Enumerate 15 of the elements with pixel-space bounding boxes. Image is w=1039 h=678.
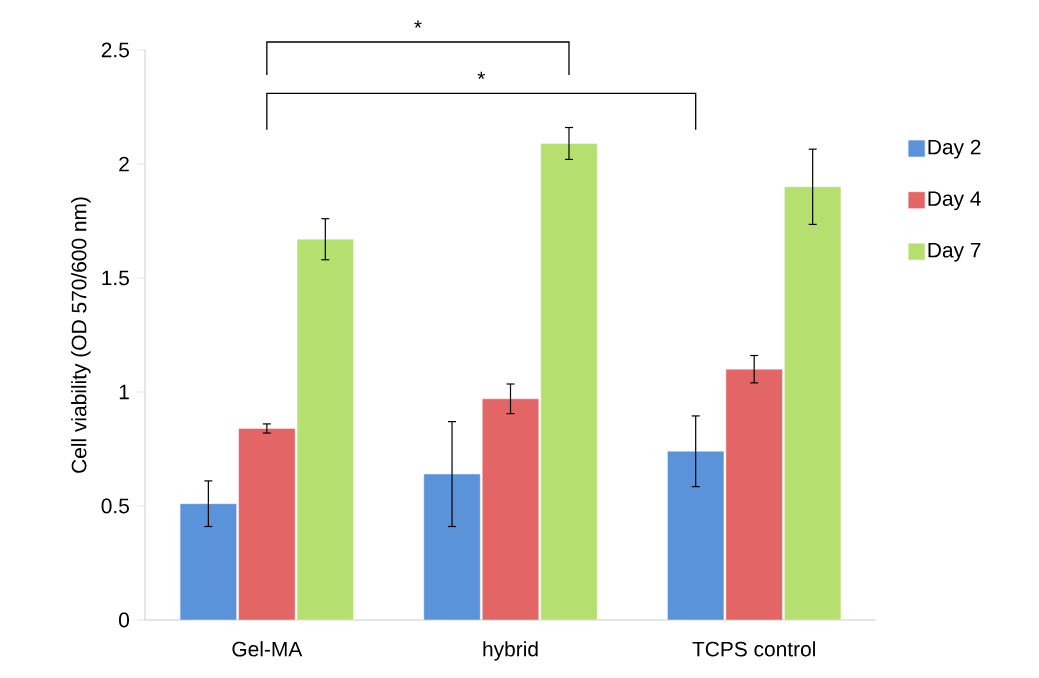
legend-label: Day 4 xyxy=(928,191,981,211)
legend-label: Day 2 xyxy=(928,139,981,159)
y-tick-label: 0 xyxy=(119,612,130,628)
x-tick-label: Gel-MA xyxy=(232,641,303,657)
y-tick-label: 0.5 xyxy=(101,498,129,514)
y-tick-label: 2 xyxy=(119,156,129,172)
text: * xyxy=(414,20,422,28)
x-tick-label: hybrid xyxy=(483,641,538,661)
y-axis-title: Cell viability (OD 570/600 nm) xyxy=(71,197,91,473)
annotation: * xyxy=(477,71,486,80)
x-tick-label: TCPS control xyxy=(692,641,815,657)
y-tick-label: 2.5 xyxy=(101,42,129,58)
legend-label: Day 7 xyxy=(928,242,981,262)
y-tick-label: 1.5 xyxy=(102,270,129,286)
y-tick-label: 1 xyxy=(119,384,129,400)
